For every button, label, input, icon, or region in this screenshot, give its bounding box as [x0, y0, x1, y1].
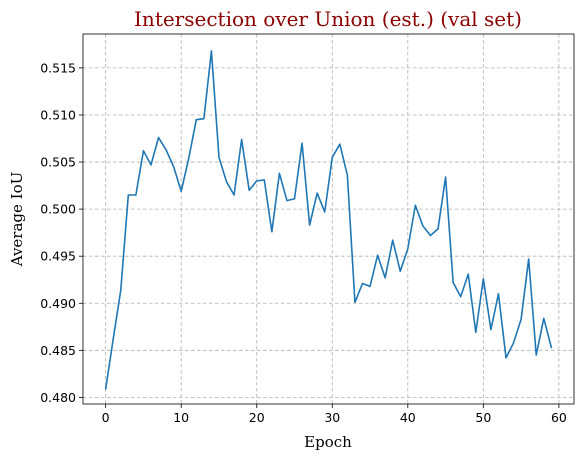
x-tick-label: 10	[173, 410, 189, 425]
x-tick-label: 20	[249, 410, 265, 425]
y-tick-label: 0.480	[40, 390, 76, 405]
y-tick-label: 0.505	[40, 155, 76, 170]
x-axis: 0 10 20 30 40 50 60	[102, 404, 567, 425]
x-tick-label: 60	[551, 410, 567, 425]
y-axis: 0.480 0.485 0.490 0.495 0.500 0.505 0.510 0.515	[40, 60, 83, 405]
series-layer	[104, 50, 553, 390]
x-tick-label: 30	[324, 410, 340, 425]
x-tick-label: 50	[475, 410, 491, 425]
series-line	[104, 50, 553, 390]
y-tick-label: 0.500	[40, 202, 76, 217]
x-axis-label: Epoch	[304, 433, 352, 451]
x-tick-label: 0	[102, 410, 110, 425]
grid-lines	[83, 34, 574, 404]
y-tick-label: 0.510	[40, 107, 76, 122]
y-axis-label: Average IoU	[8, 172, 26, 268]
chart-title: Intersection over Union (est.) (val set)	[134, 7, 522, 31]
y-tick-label: 0.490	[40, 296, 76, 311]
plot-frame	[82, 33, 575, 405]
x-tick-label: 40	[400, 410, 416, 425]
y-tick-label: 0.485	[40, 343, 76, 358]
y-tick-label: 0.515	[40, 60, 76, 75]
y-tick-label: 0.495	[40, 249, 76, 264]
